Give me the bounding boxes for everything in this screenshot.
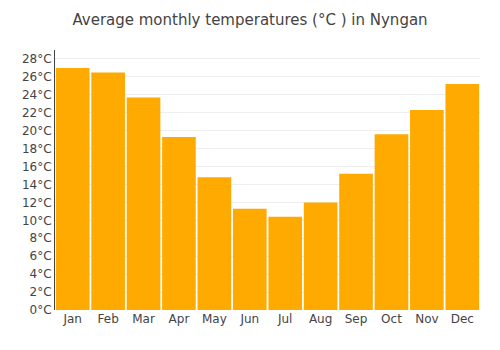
svg-text:Jan: Jan xyxy=(62,312,82,326)
svg-text:Apr: Apr xyxy=(169,312,190,326)
svg-text:Dec: Dec xyxy=(451,312,474,326)
svg-text:6°C: 6°C xyxy=(30,249,52,263)
svg-text:26°C: 26°C xyxy=(22,70,52,84)
svg-text:16°C: 16°C xyxy=(22,160,52,174)
svg-text:Jul: Jul xyxy=(277,312,292,326)
svg-text:0°C: 0°C xyxy=(30,303,52,317)
svg-text:24°C: 24°C xyxy=(22,88,52,102)
svg-text:Jun: Jun xyxy=(239,312,259,326)
svg-text:10°C: 10°C xyxy=(22,214,52,228)
svg-text:4°C: 4°C xyxy=(30,267,52,281)
svg-text:May: May xyxy=(202,312,227,326)
svg-text:8°C: 8°C xyxy=(30,231,52,245)
svg-text:12°C: 12°C xyxy=(22,196,52,210)
svg-text:18°C: 18°C xyxy=(22,142,52,156)
svg-text:Sep: Sep xyxy=(345,312,368,326)
svg-text:Feb: Feb xyxy=(98,312,119,326)
svg-text:14°C: 14°C xyxy=(22,178,52,192)
svg-text:28°C: 28°C xyxy=(22,52,52,66)
svg-text:Mar: Mar xyxy=(132,312,155,326)
svg-text:20°C: 20°C xyxy=(22,124,52,138)
svg-text:Average monthly temperatures (: Average monthly temperatures (°C ) in Ny… xyxy=(72,11,427,29)
svg-text:2°C: 2°C xyxy=(30,285,52,299)
svg-text:Aug: Aug xyxy=(309,312,332,326)
svg-text:22°C: 22°C xyxy=(22,106,52,120)
svg-text:Nov: Nov xyxy=(415,312,438,326)
svg-text:Oct: Oct xyxy=(381,312,402,326)
